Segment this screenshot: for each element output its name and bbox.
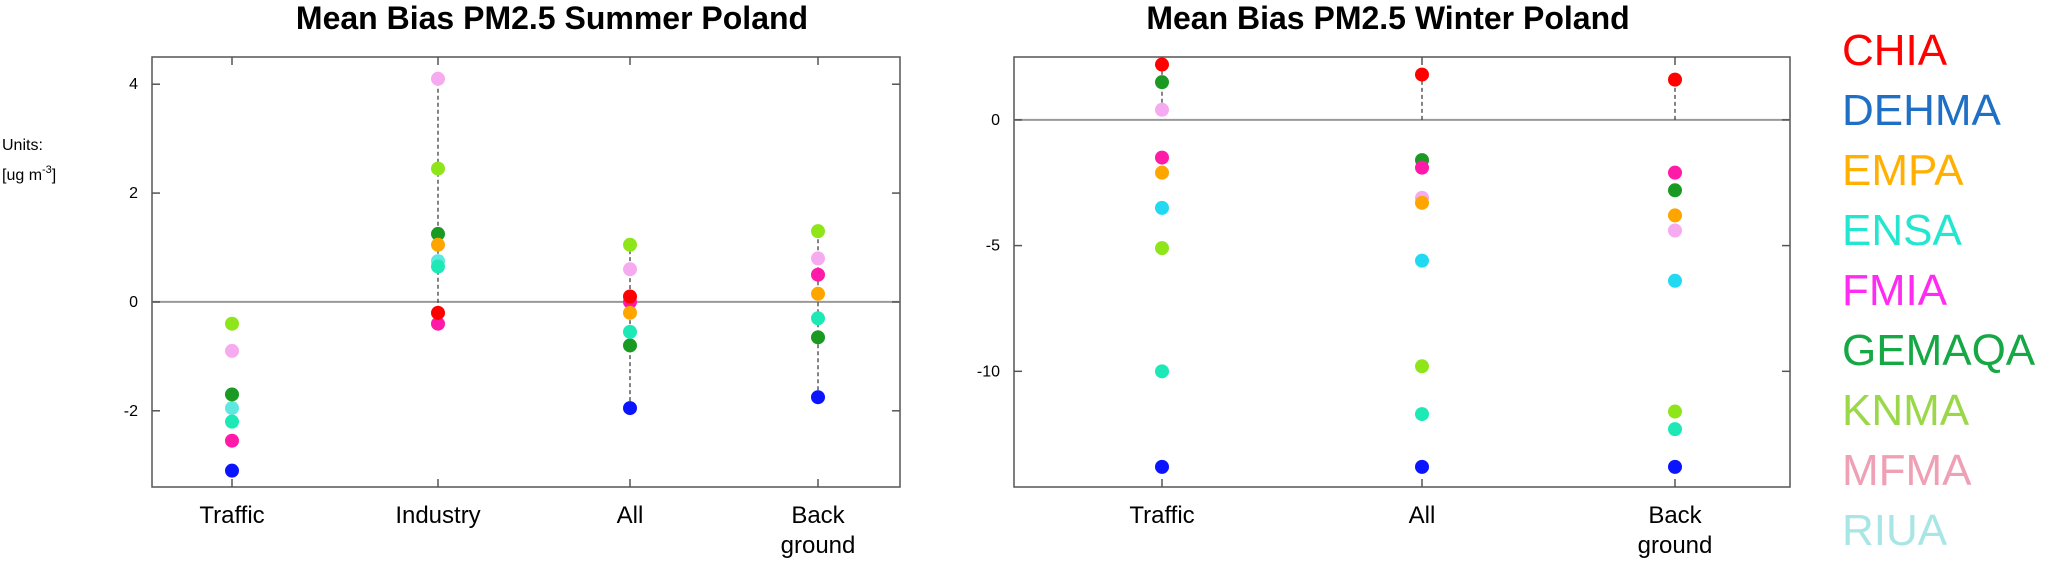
winter-point-gemaqa [1668, 183, 1682, 198]
winter-point-dehma [1668, 459, 1682, 474]
summer-ytick-label: 2 [129, 185, 138, 202]
winter-point-chia [1415, 67, 1429, 82]
winter-point-empa [1415, 195, 1429, 210]
summer-point-gemaqa [431, 226, 445, 241]
summer-point-mfma [431, 71, 445, 86]
winter-ytick-label: -5 [986, 238, 1000, 255]
summer-plot-content: -2 0 2 4 Traffic Industry All Back ground [124, 57, 900, 559]
legend-entry-gemaqa: GEMAQA [1842, 326, 2036, 375]
legend-entry-mfma: MFMA [1842, 446, 1972, 495]
winter-point-knma [1668, 404, 1682, 419]
summer-point-knma [623, 237, 637, 252]
winter-point-dehma [1155, 459, 1169, 474]
summer-panel: Mean Bias PM2.5 Summer Poland -2 0 2 4 Traff… [124, 0, 901, 559]
legend: CHIA DEHMA EMPA ENSA FMIA GEMAQA KNMA MFMA RIUA [1842, 26, 2036, 555]
summer-point-ensa [623, 324, 637, 339]
winter-chart-title: Mean Bias PM2.5 Winter Poland [1146, 0, 1629, 36]
summer-point-ensa [225, 414, 239, 429]
summer-category-label: Back [791, 502, 845, 529]
summer-point-dehma [623, 401, 637, 416]
summer-category-label: Industry [395, 502, 480, 529]
summer-chart-title: Mean Bias PM2.5 Summer Poland [296, 0, 808, 36]
winter-point-mfma [1668, 223, 1682, 238]
summer-ytick-label: 4 [129, 76, 138, 93]
summer-category-label: All [617, 502, 644, 529]
summer-point-empa [623, 305, 637, 320]
summer-category-label: Traffic [199, 502, 264, 529]
summer-point-knma [811, 224, 825, 239]
summer-point-mfma [811, 251, 825, 266]
winter-point-dehma [1415, 459, 1429, 474]
legend-entry-chia: CHIA [1842, 26, 1948, 75]
winter-point-empa [1668, 208, 1682, 223]
summer-point-knma [225, 316, 239, 331]
winter-category-label: Back [1648, 502, 1702, 529]
summer-point-dehma [811, 390, 825, 405]
winter-point-ensa [1415, 407, 1429, 422]
summer-point-chia [623, 289, 637, 304]
summer-point-fmia [225, 433, 239, 448]
winter-point-knma [1415, 359, 1429, 374]
summer-point-chia [431, 305, 445, 320]
winter-ytick-label: -10 [977, 363, 1000, 380]
winter-point-chia [1668, 72, 1682, 87]
winter-point-fmia [1155, 150, 1169, 165]
legend-entry-fmia: FMIA [1842, 266, 1948, 315]
summer-plot-frame [151, 56, 901, 488]
winter-point-chia [1155, 57, 1169, 72]
winter-point-ensa [1155, 364, 1169, 379]
winter-point-riua [1155, 200, 1169, 215]
units-line-2: [ug m-3] [2, 164, 56, 184]
winter-plot-content: -10 -5 0 Traffic All Back ground [977, 57, 1790, 559]
legend-entry-dehma: DEHMA [1842, 86, 2002, 135]
summer-point-riua [225, 401, 239, 416]
winter-point-riua [1668, 273, 1682, 288]
winter-point-knma [1155, 241, 1169, 256]
units-label: Units: [ug m-3] [2, 137, 56, 184]
winter-point-empa [1155, 165, 1169, 180]
units-line-1: Units: [2, 137, 43, 154]
winter-plot-frame [1013, 56, 1791, 488]
summer-point-gemaqa [811, 330, 825, 345]
summer-ytick-label: 0 [129, 294, 138, 311]
winter-category-label: Traffic [1129, 502, 1194, 529]
summer-point-ensa [811, 311, 825, 326]
legend-entry-empa: EMPA [1842, 146, 1964, 195]
legend-entry-riua: RIUA [1842, 506, 1948, 555]
summer-point-gemaqa [225, 387, 239, 402]
winter-ytick-label: 0 [991, 112, 1000, 129]
winter-category-label: ground [1638, 532, 1713, 559]
winter-point-riua [1415, 253, 1429, 268]
summer-point-fmia [431, 316, 445, 331]
summer-point-mfma [225, 343, 239, 358]
summer-point-empa [431, 237, 445, 252]
winter-point-ensa [1668, 422, 1682, 437]
summer-category-label: ground [781, 532, 856, 559]
summer-point-empa [811, 286, 825, 301]
summer-point-knma [431, 161, 445, 176]
summer-point-mfma [623, 262, 637, 277]
summer-ytick-label: -2 [124, 403, 138, 420]
summer-point-dehma [225, 463, 239, 478]
winter-point-fmia [1415, 160, 1429, 175]
summer-point-ensa [431, 259, 445, 274]
winter-point-mfma [1155, 102, 1169, 117]
winter-point-fmia [1668, 165, 1682, 180]
summer-point-gemaqa [623, 338, 637, 353]
legend-entry-ensa: ENSA [1842, 206, 1962, 255]
winter-panel: Mean Bias PM2.5 Winter Poland -10 -5 0 Traf… [977, 0, 1791, 559]
legend-entry-knma: KNMA [1842, 386, 1970, 435]
winter-point-gemaqa [1155, 75, 1169, 90]
summer-point-fmia [811, 267, 825, 282]
winter-category-label: All [1409, 502, 1436, 529]
